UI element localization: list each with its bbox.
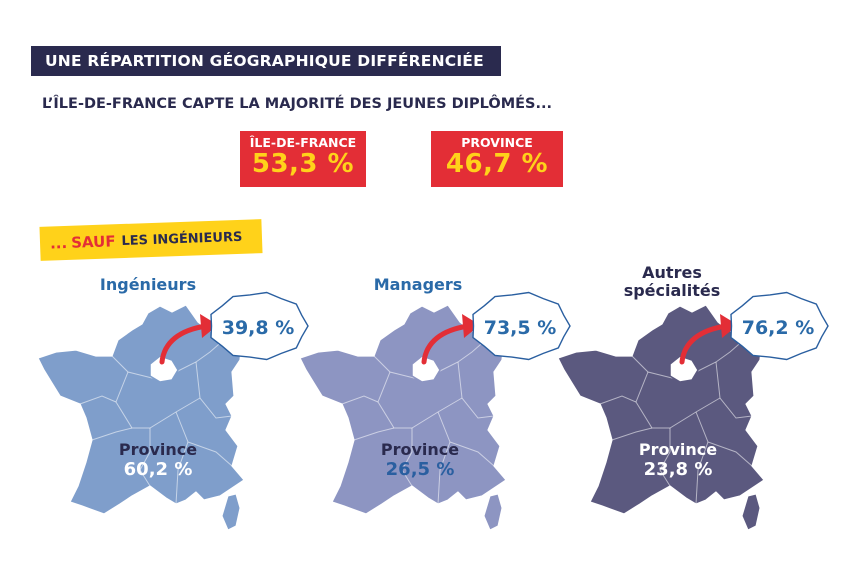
corsica-0 [221,493,241,531]
region-border [175,441,189,505]
region-border [437,411,495,467]
category-title-1: Managers [374,275,463,294]
idf-bubble-2 [730,291,829,361]
region-border [457,361,495,419]
arrow-1 [421,323,471,365]
region-border [611,427,653,441]
category-title-0: Ingénieurs [100,275,196,294]
region-border [401,428,413,487]
idf-total-label: ÎLE-DE-FRANCE [249,135,357,150]
arrow-0 [159,323,209,365]
region-border [715,361,753,419]
region-border [341,395,379,405]
region-border [695,411,753,467]
arrow-head-2 [720,314,738,338]
idf-share-label-1: 73,5 % [484,317,557,339]
region-border [377,371,463,429]
idf-share-label-2: 76,2 % [742,317,815,339]
province-share-label-0: 60,2 % [124,459,193,480]
region-border [599,395,637,405]
idf-bubble-0 [210,291,309,361]
idf-total-box: ÎLE-DE-FRANCE 53,3 % [240,131,366,187]
province-total-box: PROVINCE 46,7 % [431,131,563,187]
arrow-2 [679,323,729,365]
idf-total-value: 53,3 % [251,149,355,179]
province-title-2: Province [639,440,717,459]
idf-bubble-1 [472,291,571,361]
arrow-head-1 [462,314,480,338]
corsica-1 [483,493,503,531]
province-share-label-1: 26,5 % [386,459,455,480]
region-border [353,427,395,441]
section-title-banner: UNE RÉPARTITION GÉOGRAPHIQUE DIFFÉRENCIÉ… [31,46,501,76]
region-border [175,411,233,467]
region-border [139,428,151,487]
province-title-0: Province [119,440,197,459]
region-border [79,395,117,405]
region-border [91,427,133,441]
province-total-label: PROVINCE [461,135,533,150]
province-total-value: 46,7 % [445,149,549,179]
idf-share-label-0: 39,8 % [222,317,295,339]
region-border [695,441,709,505]
region-border [635,371,721,429]
section-title: UNE RÉPARTITION GÉOGRAPHIQUE DIFFÉRENCIÉ… [45,52,484,70]
region-border [437,441,451,505]
arrow-head-0 [200,314,218,338]
province-title-1: Province [381,440,459,459]
region-border [115,371,201,429]
category-title-2: Autres spécialités [624,263,721,300]
corsica-2 [741,493,761,531]
page-subtitle: L’ÎLE-DE-FRANCE CAPTE LA MAJORITÉ DES JE… [42,96,553,112]
province-share-label-2: 23,8 % [644,459,713,480]
region-border [195,361,233,419]
region-border [659,428,671,487]
